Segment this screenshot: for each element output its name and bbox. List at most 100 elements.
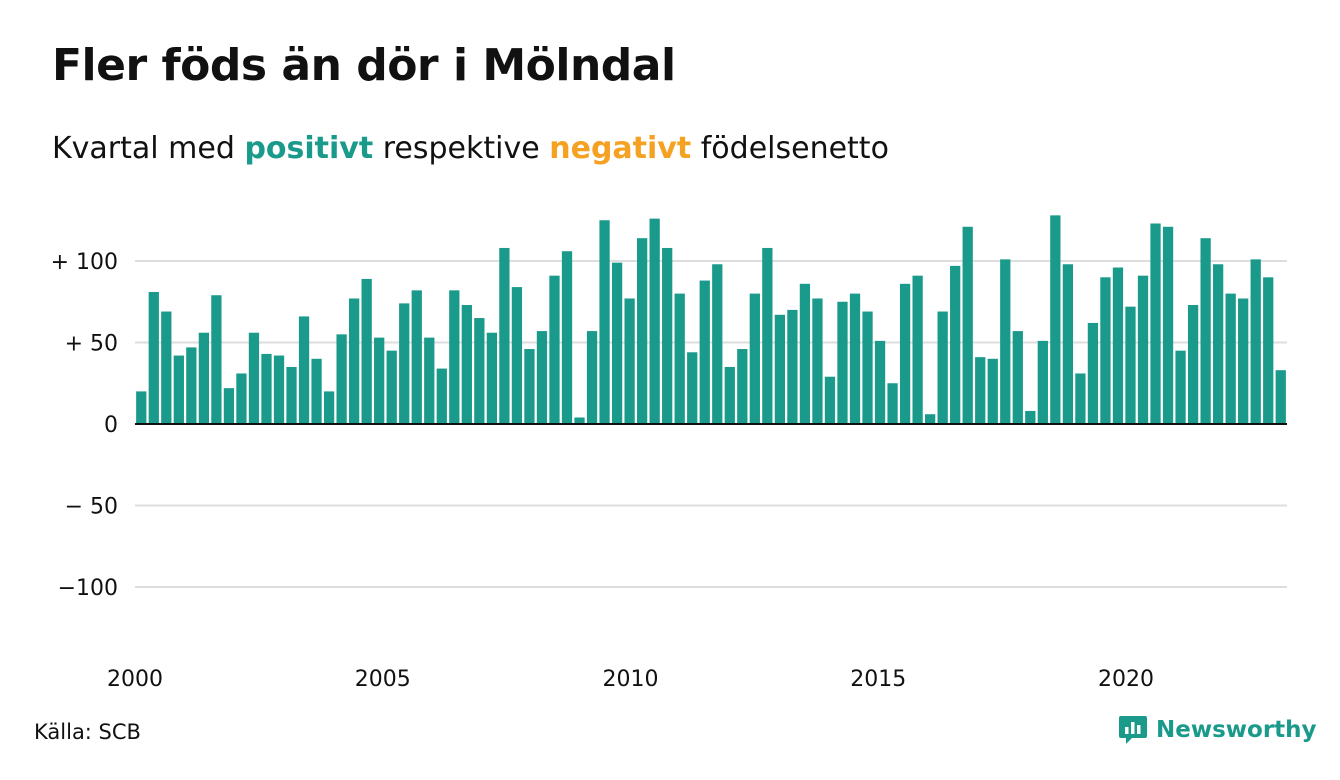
bar	[937, 311, 948, 424]
bar	[386, 350, 397, 424]
bar	[486, 332, 498, 424]
bar	[161, 311, 172, 424]
bar	[687, 352, 698, 424]
bar	[837, 301, 848, 424]
bar	[1075, 373, 1086, 424]
newsworthy-logo-icon	[1119, 716, 1147, 744]
axes: + 100 + 50 0 − 50 −100 2000 2005 2010 2015 2020	[51, 250, 1287, 692]
bar	[474, 318, 485, 424]
bar	[749, 293, 760, 424]
bar	[774, 314, 786, 424]
bar	[198, 332, 210, 424]
bar	[136, 391, 147, 424]
bar	[1225, 293, 1236, 424]
bar	[1275, 370, 1286, 424]
bar	[762, 247, 773, 424]
bar	[561, 251, 573, 424]
bar	[925, 414, 936, 424]
bar	[1238, 298, 1249, 424]
bar	[536, 331, 548, 424]
bar	[1250, 259, 1261, 424]
bar	[1062, 264, 1074, 424]
bar	[374, 337, 385, 424]
bar	[1000, 259, 1011, 424]
bar	[461, 305, 472, 424]
y-tick-label: + 50	[65, 332, 118, 357]
bar	[574, 417, 585, 424]
bar	[499, 247, 510, 424]
bar	[887, 383, 898, 424]
bar	[849, 293, 861, 424]
bar	[336, 334, 347, 424]
y-tick-label: −100	[58, 576, 118, 601]
bar	[649, 218, 660, 424]
bar	[273, 355, 285, 424]
bar	[549, 275, 560, 424]
bar	[724, 366, 735, 424]
source-label: Källa: SCB	[34, 720, 141, 744]
bar	[712, 264, 723, 424]
bar	[411, 290, 422, 424]
bar	[737, 349, 748, 424]
bar	[1150, 223, 1161, 424]
bar	[975, 357, 986, 424]
y-tick-label: 0	[104, 413, 118, 438]
bar	[298, 316, 310, 424]
subtitle-positive-word: positivt	[244, 131, 374, 166]
brand-name: Newsworthy	[1156, 717, 1317, 743]
bar	[173, 355, 184, 424]
x-tick-label: 2000	[107, 667, 163, 692]
chart-title: Fler föds än dör i Mölndal	[52, 40, 676, 91]
bar	[899, 283, 911, 424]
bar	[248, 332, 260, 424]
bar	[812, 298, 823, 424]
bar	[1100, 277, 1111, 424]
bar	[1125, 306, 1136, 424]
bar	[424, 337, 435, 424]
gridlines	[135, 260, 1287, 588]
bar	[824, 376, 836, 424]
bar	[1012, 331, 1023, 424]
bar	[1175, 350, 1186, 424]
bar	[399, 303, 410, 424]
subtitle-suffix: födelsenetto	[700, 131, 889, 166]
bar	[611, 262, 623, 424]
bar	[962, 226, 973, 424]
bar	[674, 293, 685, 424]
bar-chart: + 100 + 50 0 − 50 −100 2000 2005 2010 2015 2020	[51, 215, 1287, 692]
x-tick-label: 2005	[355, 667, 411, 692]
bar	[912, 275, 923, 424]
bars	[136, 215, 1286, 424]
bar	[1050, 215, 1061, 424]
bar	[361, 278, 372, 424]
bar	[1025, 410, 1036, 424]
bar	[511, 287, 523, 424]
bar	[186, 347, 197, 424]
y-tick-label: − 50	[65, 495, 118, 520]
bar	[874, 340, 886, 424]
bar	[586, 331, 598, 424]
subtitle-negative-word: negativt	[549, 131, 692, 166]
bar	[223, 388, 235, 424]
bar	[286, 366, 297, 424]
bar	[349, 298, 360, 424]
bar	[1137, 275, 1149, 424]
bar	[436, 368, 447, 424]
bar	[1162, 226, 1174, 424]
bar	[599, 220, 610, 424]
bar	[662, 247, 673, 424]
x-tick-label: 2020	[1098, 667, 1154, 692]
bar	[862, 311, 873, 424]
bar	[787, 309, 798, 424]
bar	[624, 298, 635, 424]
bar	[1213, 264, 1224, 424]
subtitle-prefix: Kvartal med	[52, 131, 235, 166]
bar	[699, 280, 710, 424]
bar	[211, 295, 222, 424]
y-tick-label: + 100	[51, 250, 118, 275]
x-tick-label: 2010	[602, 667, 658, 692]
bar	[524, 349, 535, 424]
bar	[950, 265, 961, 424]
bar	[323, 391, 335, 424]
bar	[1112, 267, 1124, 424]
